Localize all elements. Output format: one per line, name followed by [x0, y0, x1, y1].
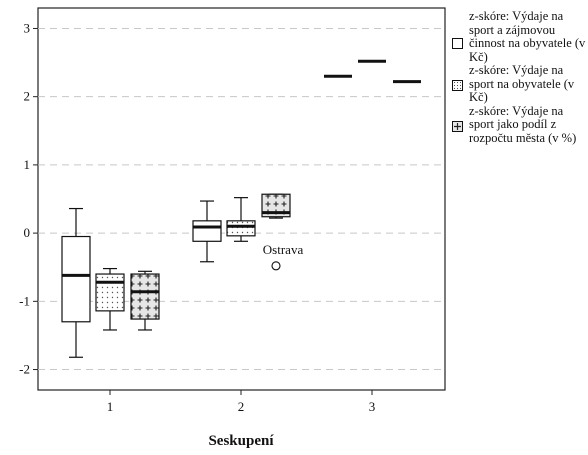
x-tick-label: 2 — [238, 399, 245, 414]
y-tick-label: 0 — [24, 225, 31, 240]
y-tick-label: 3 — [24, 20, 31, 35]
legend-label: z-skóre: Výdaje na sport jako podíl z ro… — [469, 103, 577, 145]
iqr-box — [130, 273, 160, 320]
legend: z-skóre: Výdaje na sport a zájmovou činn… — [452, 9, 586, 146]
legend-label: z-skóre: Výdaje na sport a zájmovou činn… — [469, 9, 586, 64]
iqr-box — [192, 220, 222, 242]
legend-swatch-crosses — [452, 120, 463, 132]
box-1-cat-2 — [192, 200, 222, 263]
x-tick-label: 1 — [107, 399, 114, 414]
legend-item: z-skóre: Výdaje na sport a zájmovou činn… — [452, 9, 586, 64]
x-axis-title: Seskupení — [208, 433, 274, 449]
box-3-cat-1 — [130, 270, 160, 331]
y-tick-label: 2 — [24, 89, 31, 104]
iqr-box — [95, 273, 125, 312]
legend-swatch-plain — [452, 38, 463, 49]
box-3-cat-2 — [261, 193, 291, 219]
legend-swatch-dotted — [452, 80, 463, 91]
outlier-point — [271, 261, 281, 271]
box-2-cat-2 — [226, 197, 256, 242]
outlier-label: Ostrava — [263, 242, 304, 257]
legend-item: z-skóre: Výdaje na sport na obyvatele (v… — [452, 63, 586, 105]
iqr-box — [261, 193, 291, 218]
iqr-box — [226, 220, 256, 237]
x-tick-label: 3 — [369, 399, 376, 414]
y-tick-label: -1 — [19, 293, 30, 308]
box-1-cat-1 — [61, 207, 91, 358]
iqr-box — [61, 235, 91, 323]
box-2-cat-1 — [95, 267, 125, 331]
legend-label: z-skóre: Výdaje na sport na obyvatele (v… — [469, 63, 575, 104]
legend-item: z-skóre: Výdaje na sport jako podíl z ro… — [452, 103, 586, 146]
y-tick-label: 1 — [24, 157, 31, 172]
y-tick-label: -2 — [19, 362, 30, 377]
